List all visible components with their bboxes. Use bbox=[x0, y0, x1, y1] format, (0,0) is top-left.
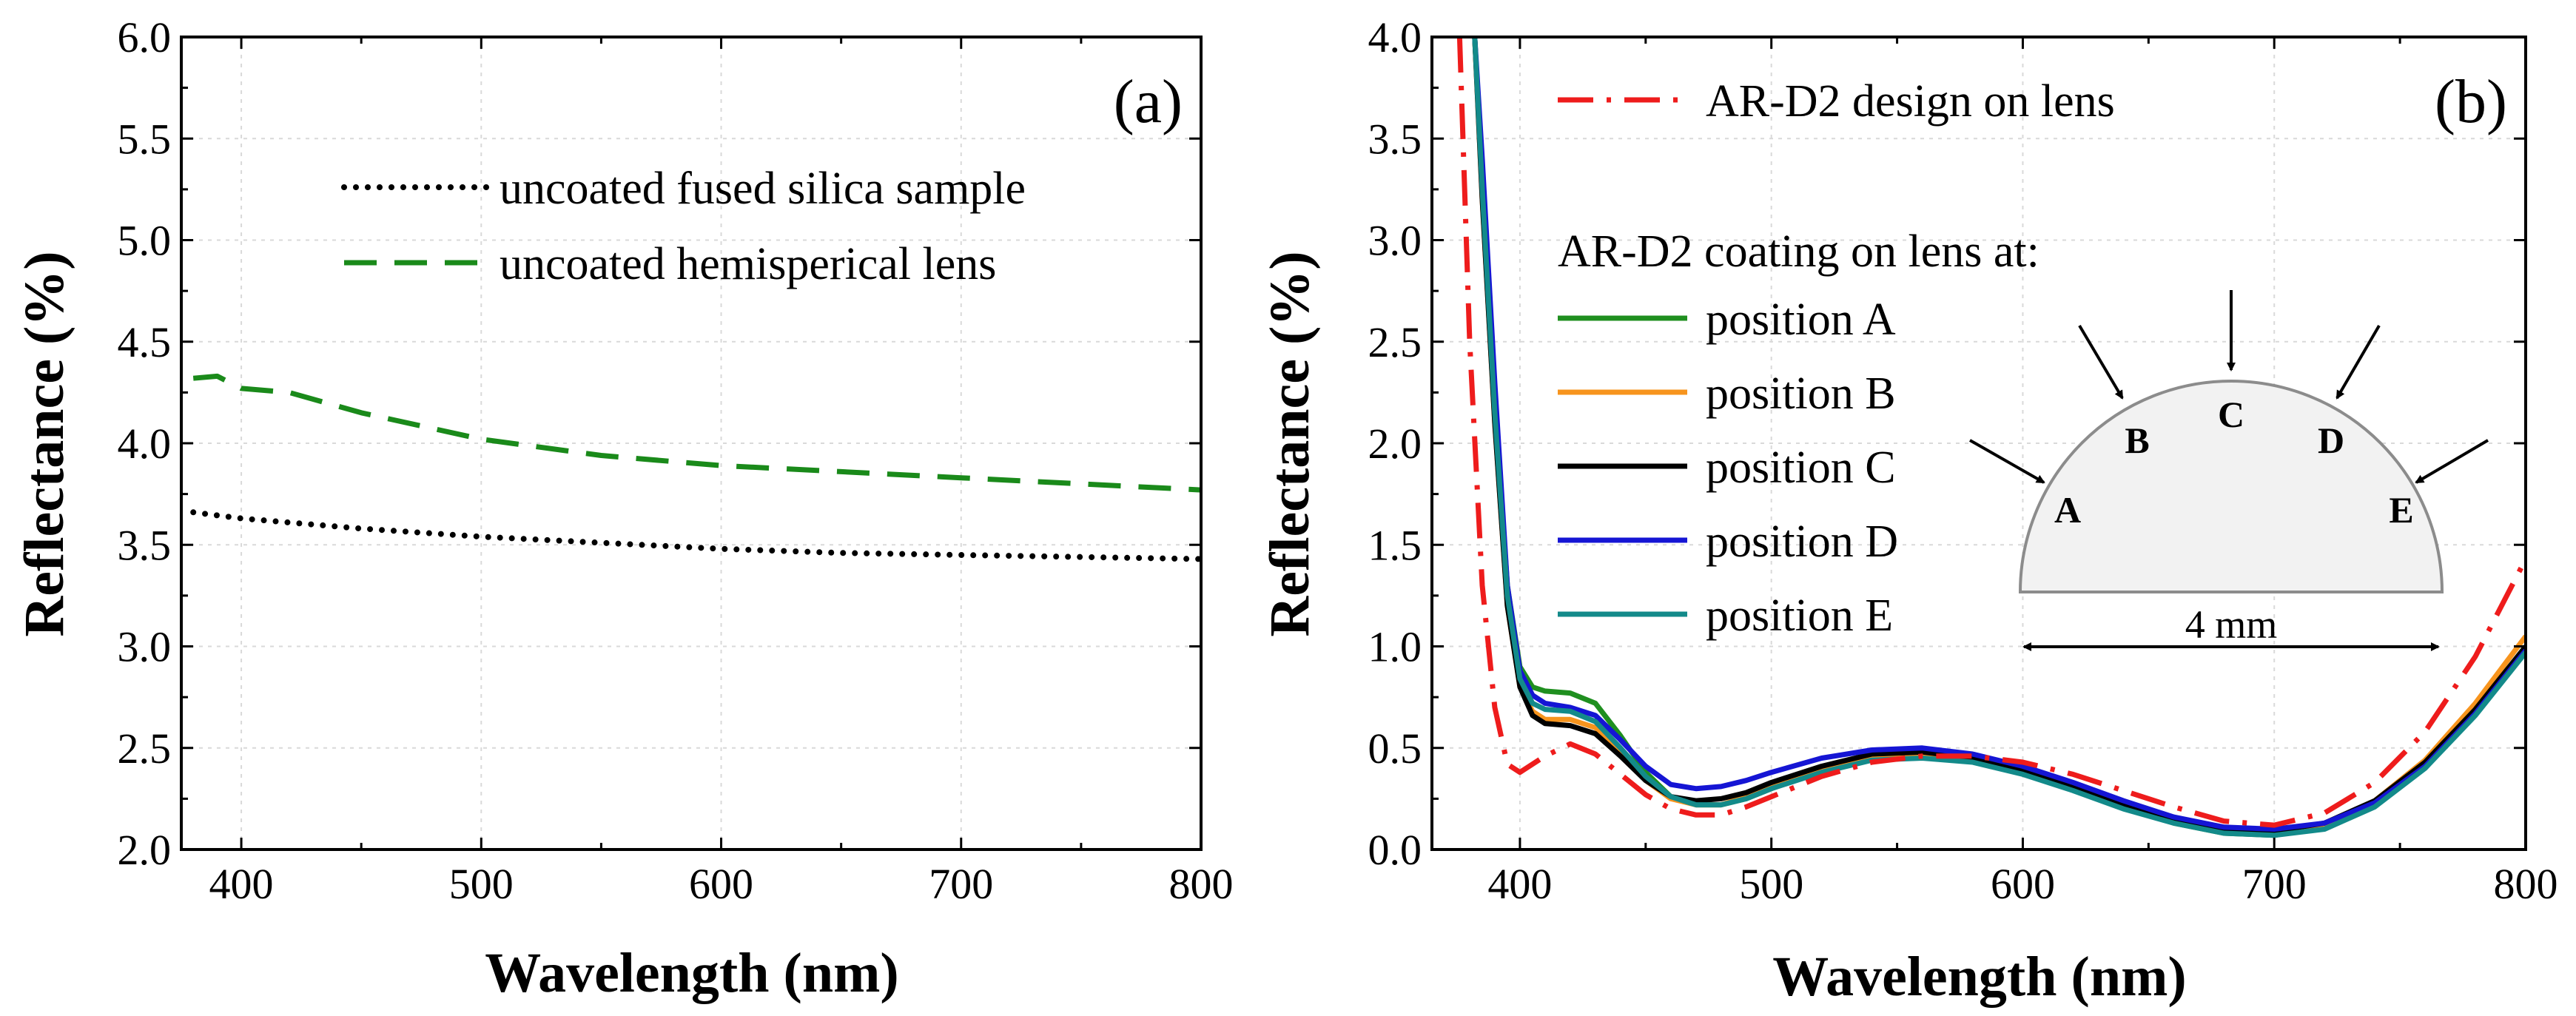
y-tick-label: 5.0 bbox=[118, 217, 172, 265]
x-tick-label: 400 bbox=[209, 860, 274, 908]
legend-label-position-d: position D bbox=[1706, 517, 1898, 567]
x-tick-label: 800 bbox=[2494, 860, 2558, 908]
arrow-position-b bbox=[2078, 324, 2124, 400]
y-tick-label: 3.5 bbox=[118, 521, 172, 569]
y-tick-label: 3.0 bbox=[1368, 217, 1422, 265]
y-tick-label: 0.0 bbox=[1368, 826, 1422, 874]
x-tick-label: 700 bbox=[2242, 860, 2307, 908]
ticks-b bbox=[1432, 36, 2527, 851]
lens-shape bbox=[2018, 380, 2444, 593]
x-tick-labels-b: 400 500 600 700 800 bbox=[1487, 860, 2557, 908]
series-uncoated-fused-silica-sample bbox=[190, 509, 1201, 562]
y-tick-label: 4.5 bbox=[118, 318, 172, 366]
series-b bbox=[1456, 37, 2526, 838]
scale-label: 4 mm bbox=[2185, 602, 2278, 647]
legend-label-position-e: position E bbox=[1706, 591, 1893, 641]
lens-label-d: D bbox=[2318, 420, 2344, 461]
x-tick-label: 600 bbox=[1991, 860, 2055, 908]
lens-label-e: E bbox=[2389, 489, 2413, 531]
x-axis-title-b: Wavelength (nm) bbox=[1772, 946, 2186, 1008]
lens-label-c: C bbox=[2218, 394, 2244, 435]
y-tick-label: 2.0 bbox=[1368, 420, 1422, 468]
y-axis-title-b: Reflectance (%) bbox=[1259, 251, 1321, 636]
y-tick-label: 1.5 bbox=[1368, 521, 1422, 569]
legend-label-hemispherical-lens: uncoated hemisperical lens bbox=[500, 239, 996, 289]
y-tick-label: 4.0 bbox=[118, 420, 172, 468]
series-ar-d2-design-on-lens bbox=[1456, 37, 2526, 828]
arrow-position-a bbox=[1969, 439, 2045, 484]
x-axis-title-a: Wavelength (nm) bbox=[485, 942, 898, 1004]
y-axis-title-a: Reflectance (%) bbox=[13, 251, 75, 636]
x-tick-label: 500 bbox=[449, 860, 514, 908]
series-a bbox=[190, 373, 1201, 562]
y-tick-label: 2.0 bbox=[118, 826, 172, 874]
series-uncoated-hemisperical-lens bbox=[192, 373, 1201, 493]
ticks-a bbox=[181, 36, 1203, 851]
x-tick-label: 800 bbox=[1169, 860, 1234, 908]
lens-label-b: B bbox=[2125, 420, 2149, 461]
y-tick-label: 4.0 bbox=[1368, 13, 1422, 61]
x-tick-label: 700 bbox=[929, 860, 993, 908]
legend-a: uncoated fused silica sample uncoated he… bbox=[341, 164, 1026, 289]
legend-label-position-a: position A bbox=[1706, 295, 1896, 345]
legend-label-ar-d2-design: AR-D2 design on lens bbox=[1706, 76, 2115, 127]
grid-b bbox=[1432, 36, 2526, 850]
y-tick-label: 5.5 bbox=[118, 115, 172, 163]
x-tick-labels-a: 400 500 600 700 800 bbox=[209, 860, 1234, 908]
x-tick-label: 600 bbox=[689, 860, 753, 908]
x-tick-label: 500 bbox=[1739, 860, 1803, 908]
panel-b: A B C D E 4 mm 0.0 0.5 1.0 1.5 2.0 2.5 3.0 3.5 4… bbox=[1259, 13, 2558, 1008]
panel-label-a: (a) bbox=[1114, 67, 1183, 136]
lens-label-a: A bbox=[2054, 489, 2081, 531]
x-tick-label: 400 bbox=[1487, 860, 1552, 908]
y-tick-labels-b: 0.0 0.5 1.0 1.5 2.0 2.5 3.0 3.5 4.0 bbox=[1368, 13, 1422, 874]
panel-a: 2.0 2.5 3.0 3.5 4.0 4.5 5.0 5.5 6.0 400 500 600 700… bbox=[13, 13, 1234, 1004]
y-tick-label: 0.5 bbox=[1368, 724, 1422, 773]
series-position-d bbox=[1472, 37, 2526, 832]
y-tick-label: 2.5 bbox=[118, 724, 172, 773]
y-tick-label: 6.0 bbox=[118, 13, 172, 61]
series-position-e bbox=[1472, 37, 2526, 838]
lens-inset: A B C D E 4 mm bbox=[1969, 290, 2489, 651]
legend-label-position-b: position B bbox=[1706, 369, 1896, 419]
legend-heading-coating: AR-D2 coating on lens at: bbox=[1558, 226, 2039, 277]
arrow-position-d bbox=[2335, 324, 2381, 400]
y-tick-label: 3.5 bbox=[1368, 115, 1422, 163]
panel-label-b: (b) bbox=[2435, 67, 2507, 136]
y-tick-label: 1.0 bbox=[1368, 623, 1422, 671]
y-tick-label: 2.5 bbox=[1368, 318, 1422, 366]
y-tick-labels-a: 2.0 2.5 3.0 3.5 4.0 4.5 5.0 5.5 6.0 bbox=[118, 13, 172, 874]
legend-label-position-c: position C bbox=[1706, 443, 1896, 493]
legend-label-fused-silica: uncoated fused silica sample bbox=[500, 164, 1026, 214]
arrow-position-e bbox=[2415, 439, 2489, 484]
y-tick-label: 3.0 bbox=[118, 623, 172, 671]
grid-a bbox=[181, 36, 1201, 850]
legend-b: AR-D2 design on lens AR-D2 coating on le… bbox=[1558, 76, 2115, 641]
